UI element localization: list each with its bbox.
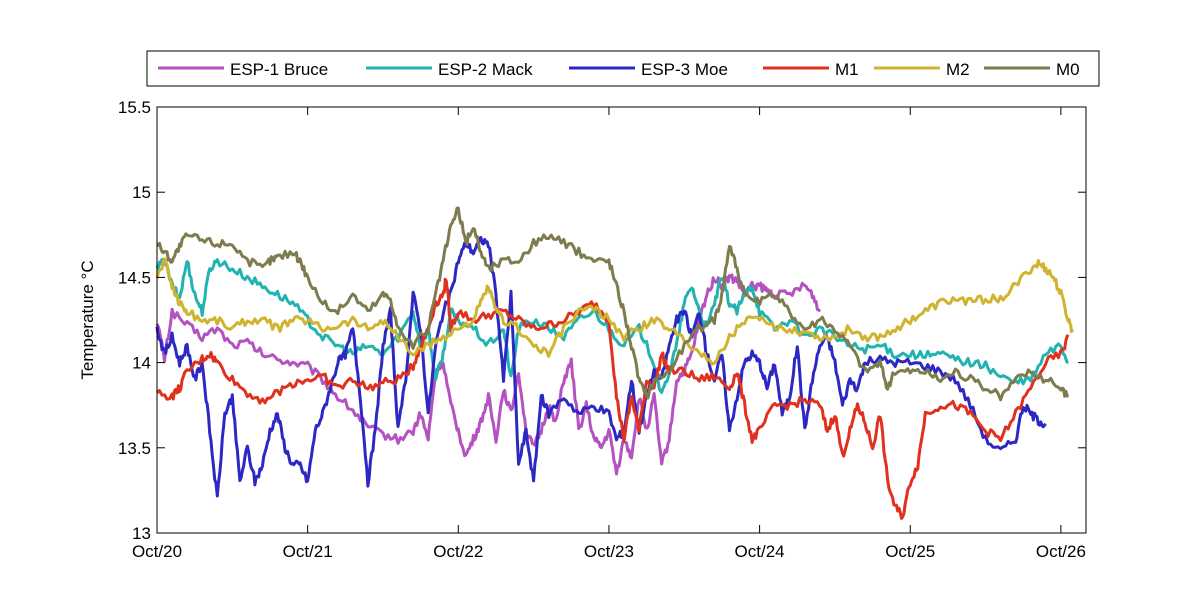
legend-entry: ESP-3 Moe (569, 60, 728, 79)
series-line-esp-3-moe (155, 236, 1047, 498)
y-tick-label: 15 (132, 183, 151, 202)
series-line-m0 (156, 206, 1070, 402)
x-tick-label: Oct/26 (1036, 542, 1086, 561)
y-tick-label: 14.5 (118, 268, 151, 287)
series-layer (155, 206, 1075, 520)
y-tick-label: 14 (132, 354, 151, 373)
legend-label: M2 (946, 60, 970, 79)
legend-label: M1 (835, 60, 859, 79)
x-tick-label: Oct/21 (283, 542, 333, 561)
x-tick-label: Oct/23 (584, 542, 634, 561)
series-line-m1 (155, 277, 1070, 520)
x-tick-label: Oct/20 (132, 542, 182, 561)
legend-entry: M1 (763, 60, 859, 79)
series-line-esp-1-bruce (155, 273, 822, 476)
plot-area-frame (156, 106, 1087, 534)
legend: ESP-1 Bruce ESP-2 Mack ESP-3 Moe M1 M2 M0 (146, 50, 1100, 87)
x-tick-label: Oct/25 (885, 542, 935, 561)
x-tick-label: Oct/24 (735, 542, 785, 561)
legend-entry: ESP-2 Mack (366, 60, 533, 79)
x-tick-label: Oct/22 (433, 542, 483, 561)
legend-label: ESP-3 Moe (641, 60, 728, 79)
y-tick-label: 15.5 (118, 98, 151, 117)
y-tick-label: 13.5 (118, 439, 151, 458)
legend-entry: ESP-1 Bruce (158, 60, 328, 79)
legend-label: ESP-2 Mack (438, 60, 533, 79)
y-axis-label: Temperature °C (78, 260, 97, 379)
legend-label: M0 (1056, 60, 1080, 79)
legend-label: ESP-1 Bruce (230, 60, 328, 79)
legend-entry: M0 (984, 60, 1080, 79)
tick-layer: Oct/20 Oct/21 Oct/22 Oct/23 Oct/24 Oct/25 Oct/… (118, 98, 1086, 561)
series-line-m2 (155, 257, 1075, 366)
y-tick-label: 13 (132, 524, 151, 543)
legend-entry: M2 (874, 60, 970, 79)
